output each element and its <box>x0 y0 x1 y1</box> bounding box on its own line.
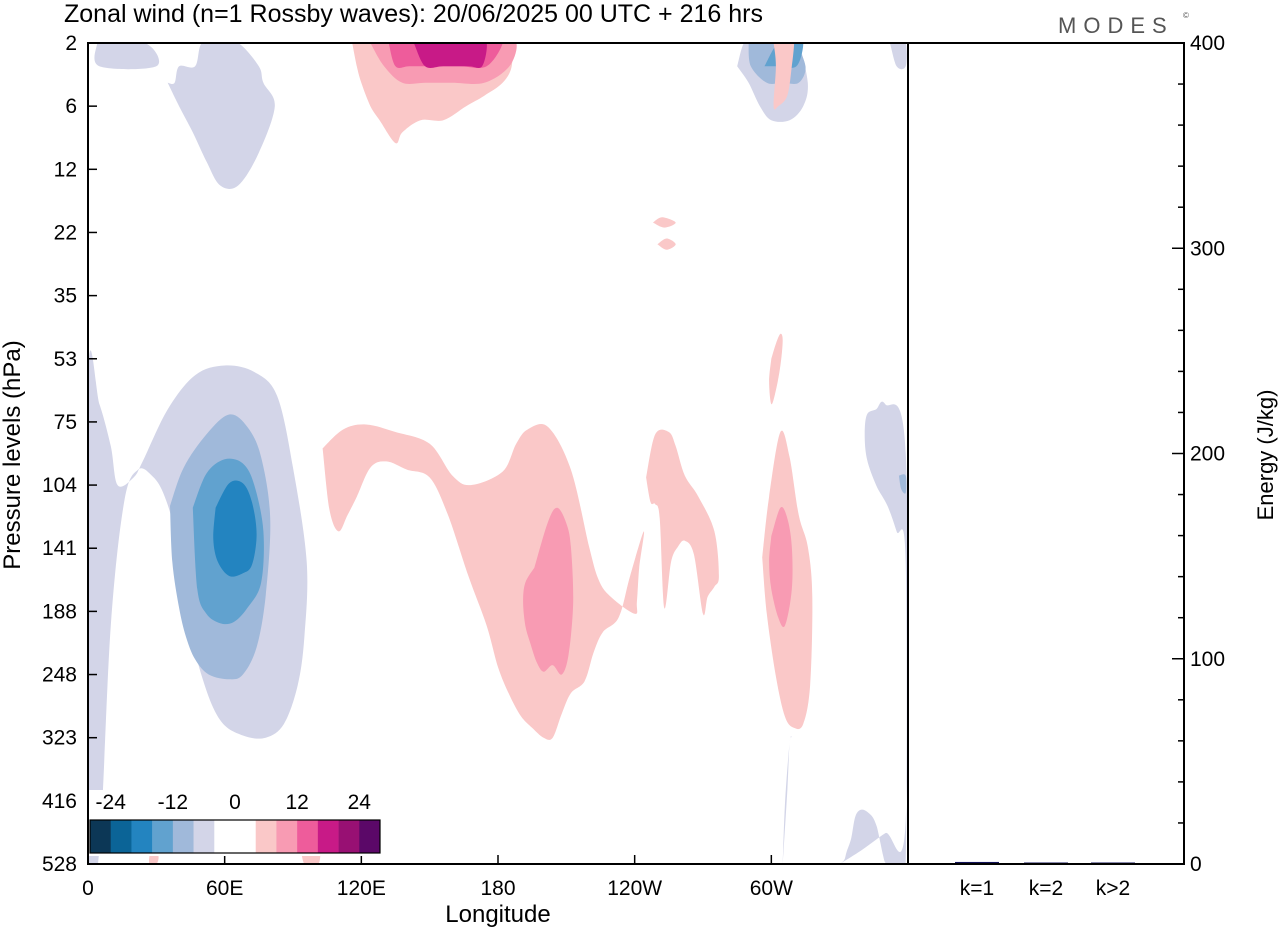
energy-tick-label: 0 <box>1190 853 1202 876</box>
contour-region-3-7 <box>657 238 676 250</box>
colorbar-swatch <box>214 820 236 853</box>
contour-region-3-2 <box>322 424 645 740</box>
colorbar-label: 12 <box>285 791 308 814</box>
y-tick-label: 188 <box>42 600 77 623</box>
y-tick-label: 104 <box>42 474 77 497</box>
x-tick-label: 60E <box>206 877 243 900</box>
energy-panel-frame <box>907 42 1185 865</box>
y-tick-label: 75 <box>54 411 77 434</box>
energy-category-label: k=1 <box>960 877 994 900</box>
colorbar-label: 0 <box>229 791 241 814</box>
colorbar-swatch <box>193 820 215 853</box>
contour-region-12-0 <box>411 43 487 69</box>
colorbar-swatch <box>110 820 132 853</box>
colorbar-label: -24 <box>96 791 127 814</box>
y-tick-label: 22 <box>54 221 77 244</box>
x-tick-label: 120E <box>337 877 386 900</box>
x-tick-label: 60W <box>750 877 793 900</box>
contour-region-3-1 <box>773 43 795 110</box>
contour-region-6-2 <box>769 506 793 628</box>
colorbar-swatch <box>297 820 319 853</box>
y-axis-label: Pressure levels (hPa) <box>0 340 26 569</box>
energy-axis-label: Energy (J/kg) <box>1253 390 1278 521</box>
colorbar-label: -12 <box>158 791 188 814</box>
energy-tick-label: 300 <box>1190 237 1225 260</box>
y-axis-ticks: 2 6 12 22 35 53 75 104 141 188 248 323 416 528 <box>42 32 97 876</box>
colorbar-swatch <box>152 820 174 853</box>
y-tick-label: 6 <box>65 95 77 118</box>
x-axis-ticks: 0 60E 120E 180 120W 60W <box>82 855 793 900</box>
x-axis-label: Longitude <box>445 901 550 928</box>
colorbar-swatch <box>317 820 339 853</box>
energy-category-label: k=2 <box>1029 877 1063 900</box>
contour-region-3-6 <box>652 217 676 228</box>
y-tick-label: 248 <box>42 664 77 687</box>
colorbar-swatch <box>235 820 257 853</box>
contour-region-3-3 <box>646 429 719 616</box>
y-tick-label: 35 <box>54 285 77 308</box>
chart-title: Zonal wind (n=1 Rossby waves): 20/06/202… <box>64 0 763 28</box>
colorbar-swatch <box>172 820 194 853</box>
energy-bars: k=1 k=2 k>2 <box>955 861 1135 900</box>
colorbar: -24 -12 0 12 24 <box>88 790 381 856</box>
contour-field <box>88 43 908 864</box>
energy-tick-label: 200 <box>1190 443 1225 466</box>
colorbar-swatch <box>276 820 298 853</box>
y-tick-label: 323 <box>42 727 77 750</box>
energy-tick-label: 100 <box>1190 648 1225 671</box>
contour-region--3-5 <box>839 401 908 864</box>
x-tick-label: 180 <box>480 877 515 900</box>
y-tick-label: 141 <box>42 537 77 560</box>
colorbar-label: 24 <box>348 791 372 814</box>
colorbar-swatch <box>359 820 381 853</box>
y-tick-label: 416 <box>42 790 77 813</box>
x-tick-label: 120W <box>607 877 662 900</box>
contour-region--12-0 <box>213 480 257 577</box>
y-tick-label: 12 <box>54 158 77 181</box>
energy-tick-label: 400 <box>1190 32 1225 55</box>
colorbar-swatch <box>131 820 153 853</box>
y-tick-label: 53 <box>54 348 77 371</box>
energy-axis-ticks: 0 100 200 300 400 <box>1172 32 1225 876</box>
colorbar-frame <box>89 819 381 854</box>
contour-region--6-3 <box>898 474 907 494</box>
contour-region-6-1 <box>523 507 574 675</box>
y-tick-label: 2 <box>65 32 77 55</box>
modes-logo-text: MODES <box>1058 13 1174 38</box>
contour-region--3-1 <box>167 43 275 189</box>
colorbar-swatch <box>90 820 112 853</box>
colorbar-swatch <box>338 820 360 853</box>
energy-bar-k=1 <box>955 861 999 864</box>
colorbar-swatch <box>255 820 277 853</box>
contour-region--3-6 <box>782 736 792 864</box>
contour-region--3-4 <box>887 43 907 70</box>
x-tick-label: 0 <box>82 877 94 900</box>
contour-region--3-0 <box>94 43 160 70</box>
y-tick-label: 528 <box>42 853 77 876</box>
contour-region-3-5 <box>769 333 783 405</box>
modes-logo-mark: © <box>1183 11 1189 20</box>
energy-category-label: k>2 <box>1096 877 1130 900</box>
